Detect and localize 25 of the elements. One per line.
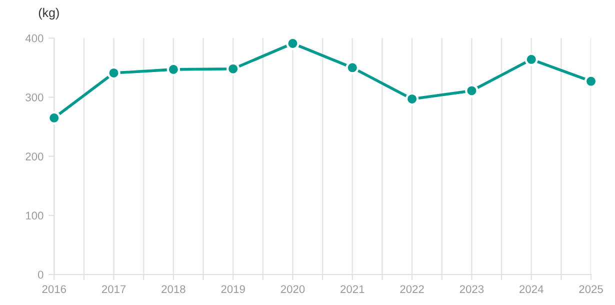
point [405,92,419,106]
x-tick-label: 2020 [280,285,305,294]
x-tick-label: 2017 [102,285,126,294]
x-tick-label: 2018 [162,285,186,294]
y-tick-label: 300 [26,93,44,102]
x-tick-label: 2025 [579,285,603,294]
point [524,52,538,66]
point [48,111,61,124]
x-tick-label: 2021 [340,285,364,294]
x-tick-label: 2023 [460,285,484,294]
y-tick-label: 0 [38,270,44,279]
x-tick-label: 2024 [520,285,544,294]
x-tick-label: 2019 [221,285,245,294]
point [107,66,120,80]
point [346,61,359,74]
y-axis-title: (kg) [38,8,59,20]
point [286,36,300,50]
y-tick-label: 100 [26,212,44,220]
point [226,62,240,76]
x-tick-label: 2022 [400,285,424,294]
point [465,84,478,98]
y-tick-label: 200 [26,152,44,160]
y-tick-label: 400 [25,34,44,42]
point [166,62,180,76]
x-tick-label: 2016 [42,285,66,294]
